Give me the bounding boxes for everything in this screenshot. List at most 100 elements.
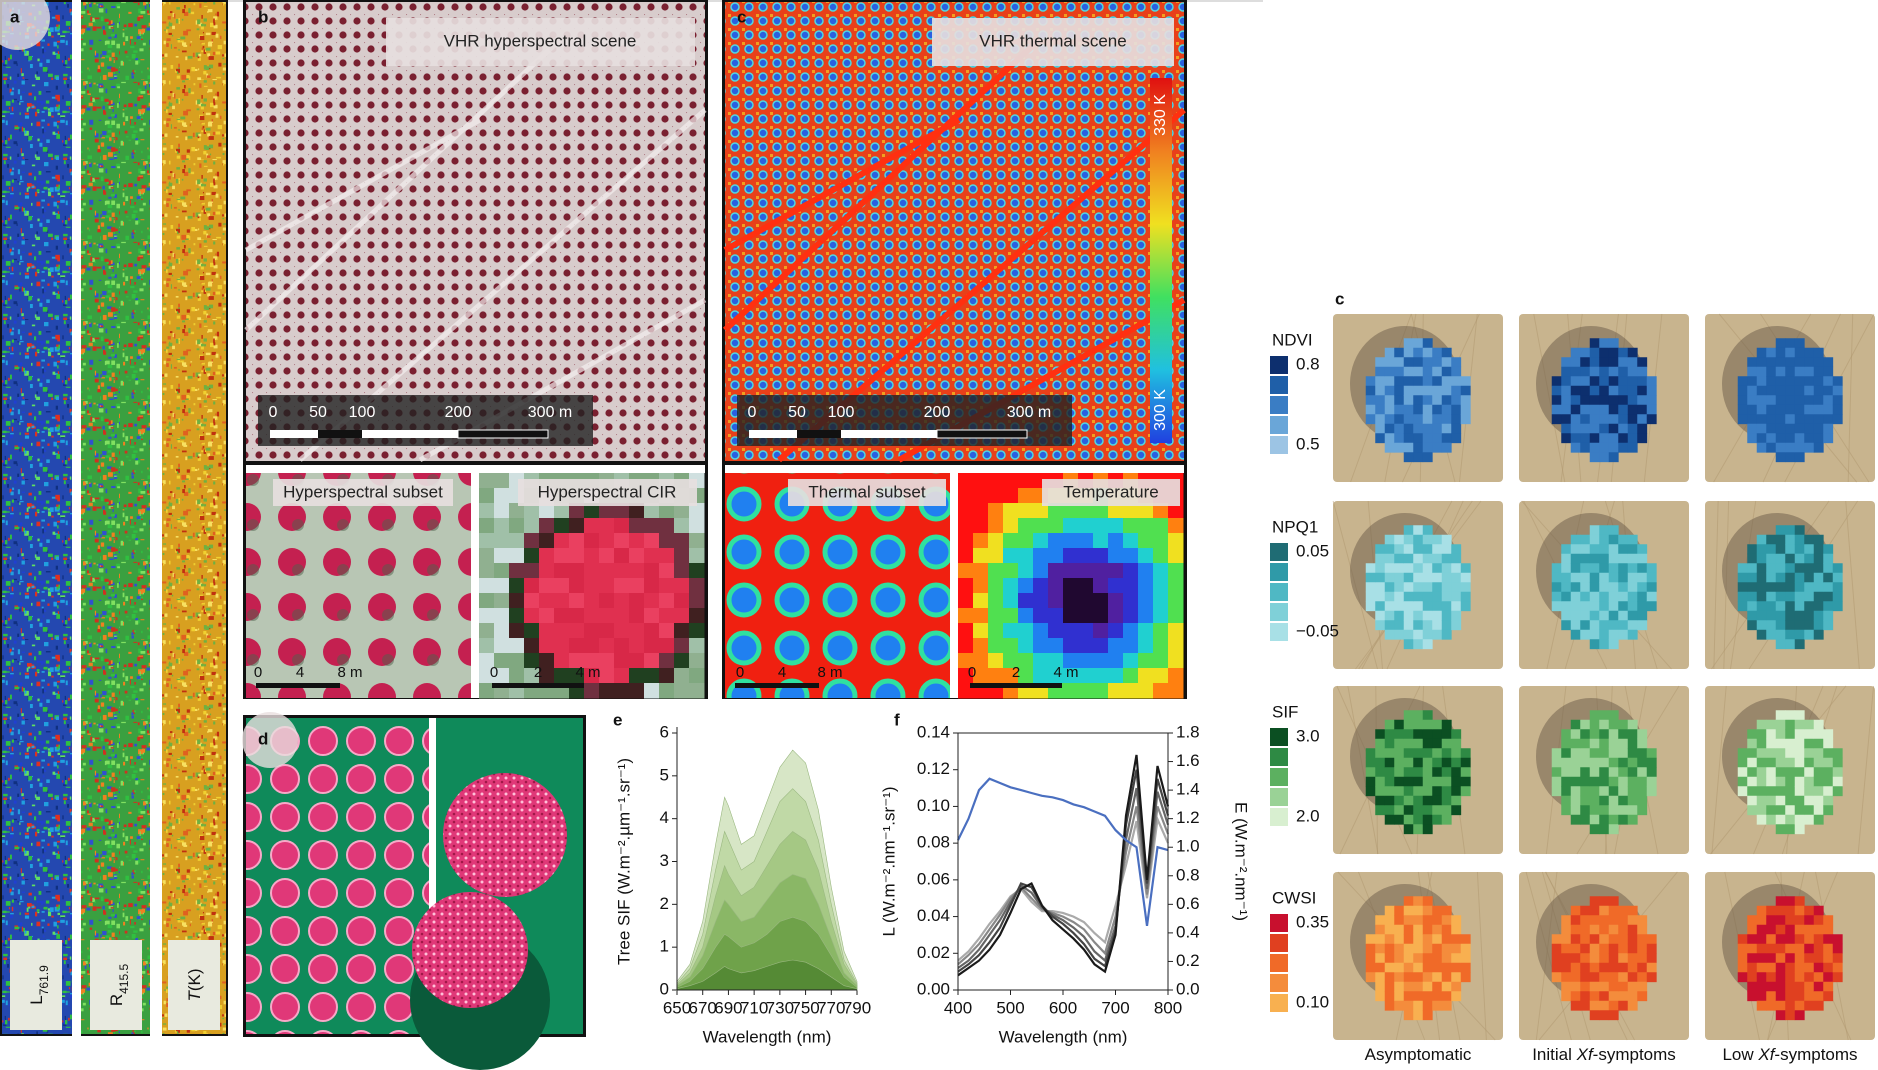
crown-pixel [1814,805,1824,815]
crown-pixel [1404,1010,1414,1020]
crown-pixel [1394,386,1404,396]
crown-pixel [1442,582,1452,592]
crown-pixel [1590,896,1600,906]
crown-pixel [1757,991,1767,1001]
crown-pixel [1451,944,1461,954]
crown-pixel [1804,367,1814,377]
crown-pixel [1561,777,1571,787]
crown-pixel [1795,592,1805,602]
crown-pixel [1590,424,1600,434]
crown-pixel [1599,710,1609,720]
crown-pixel [1404,582,1414,592]
crown-pixel [1404,433,1414,443]
crown-pixel [1776,405,1786,415]
pixel [629,608,645,624]
crown-pixel [1776,554,1786,564]
crown-pixel [1451,376,1461,386]
crown-pixel [1757,601,1767,611]
pixel [1123,623,1139,639]
pixel [644,653,660,669]
crown-pixel [1571,601,1581,611]
crown-pixel [1795,357,1805,367]
pixel [659,578,675,594]
crown-pixel [1776,963,1786,973]
crown-pixel [1432,405,1442,415]
crown-pixel [1432,367,1442,377]
crown-pixel [1757,395,1767,405]
crown-pixel [1747,357,1757,367]
crown-pixel [1618,748,1628,758]
crown-pixel [1795,639,1805,649]
crown-pixel [1609,729,1619,739]
y-tick-label: 0 [660,979,669,998]
crown-pixel [1747,915,1757,925]
pixel [584,623,600,639]
crown-pixel [1432,739,1442,749]
y2-tick-label: 1.4 [1176,780,1200,799]
crown-pixel [1442,601,1452,611]
crown-pixel [1833,767,1843,777]
crown-pixel [1738,944,1748,954]
crown-pixel [1385,414,1395,424]
crown-pixel [1394,982,1404,992]
crown-pixel [1757,563,1767,573]
crown-pixel [1804,357,1814,367]
scale-label: 50 [788,404,806,421]
crown-pixel [1451,982,1461,992]
crown-pixel [1628,758,1638,768]
crown-pixel [1571,963,1581,973]
crown-pixel [1599,424,1609,434]
crown-pixel [1823,963,1833,973]
pixel [988,608,1004,624]
crown-pixel [1757,796,1767,806]
pixel [674,533,690,549]
crown-pixel [1757,573,1767,583]
crown-pixel [1618,1001,1628,1011]
crown-pixel [1561,991,1571,1001]
pixel [599,668,615,684]
crown-pixel [1580,554,1590,564]
crown-pixel [1618,925,1628,935]
crown-pixel [1375,414,1385,424]
pixel [1123,593,1139,609]
crown-pixel [1628,915,1638,925]
crown-pixel [1423,815,1433,825]
crown-pixel [1785,348,1795,358]
pixel [644,668,660,684]
crown-pixel [1609,991,1619,1001]
pixel [973,623,989,639]
crown-pixel [1776,786,1786,796]
crown-pixel [1637,395,1647,405]
crown-pixel [1785,915,1795,925]
crown-pixel [1628,963,1638,973]
crown-pixel [1461,563,1471,573]
pixel [1123,533,1139,549]
pixel [629,683,645,699]
pixel [1033,653,1049,669]
crown-pixel [1766,348,1776,358]
crown-pixel [1590,796,1600,806]
pixel [1138,638,1154,654]
crown-pixel [1375,433,1385,443]
crown-pixel [1404,786,1414,796]
crown-pixel [1552,963,1562,973]
crown-pixel [1571,544,1581,554]
crown-pixel [1776,944,1786,954]
crown-pixel [1823,758,1833,768]
crown-pixel [1590,338,1600,348]
crown-pixel [1609,535,1619,545]
crown-pixel [1423,414,1433,424]
scale-bar [458,430,548,438]
crown-pixel [1461,758,1471,768]
pixel [1018,608,1034,624]
crown-pixel [1461,601,1471,611]
pixel [1078,653,1094,669]
crown-pixel [1394,611,1404,621]
crown-pixel [1404,944,1414,954]
crown-pixel [1404,601,1414,611]
crown-pixel [1394,630,1404,640]
crown-pixel [1404,896,1414,906]
crown-pixel [1394,748,1404,758]
crown-pixel [1766,934,1776,944]
crown-pixel [1375,544,1385,554]
